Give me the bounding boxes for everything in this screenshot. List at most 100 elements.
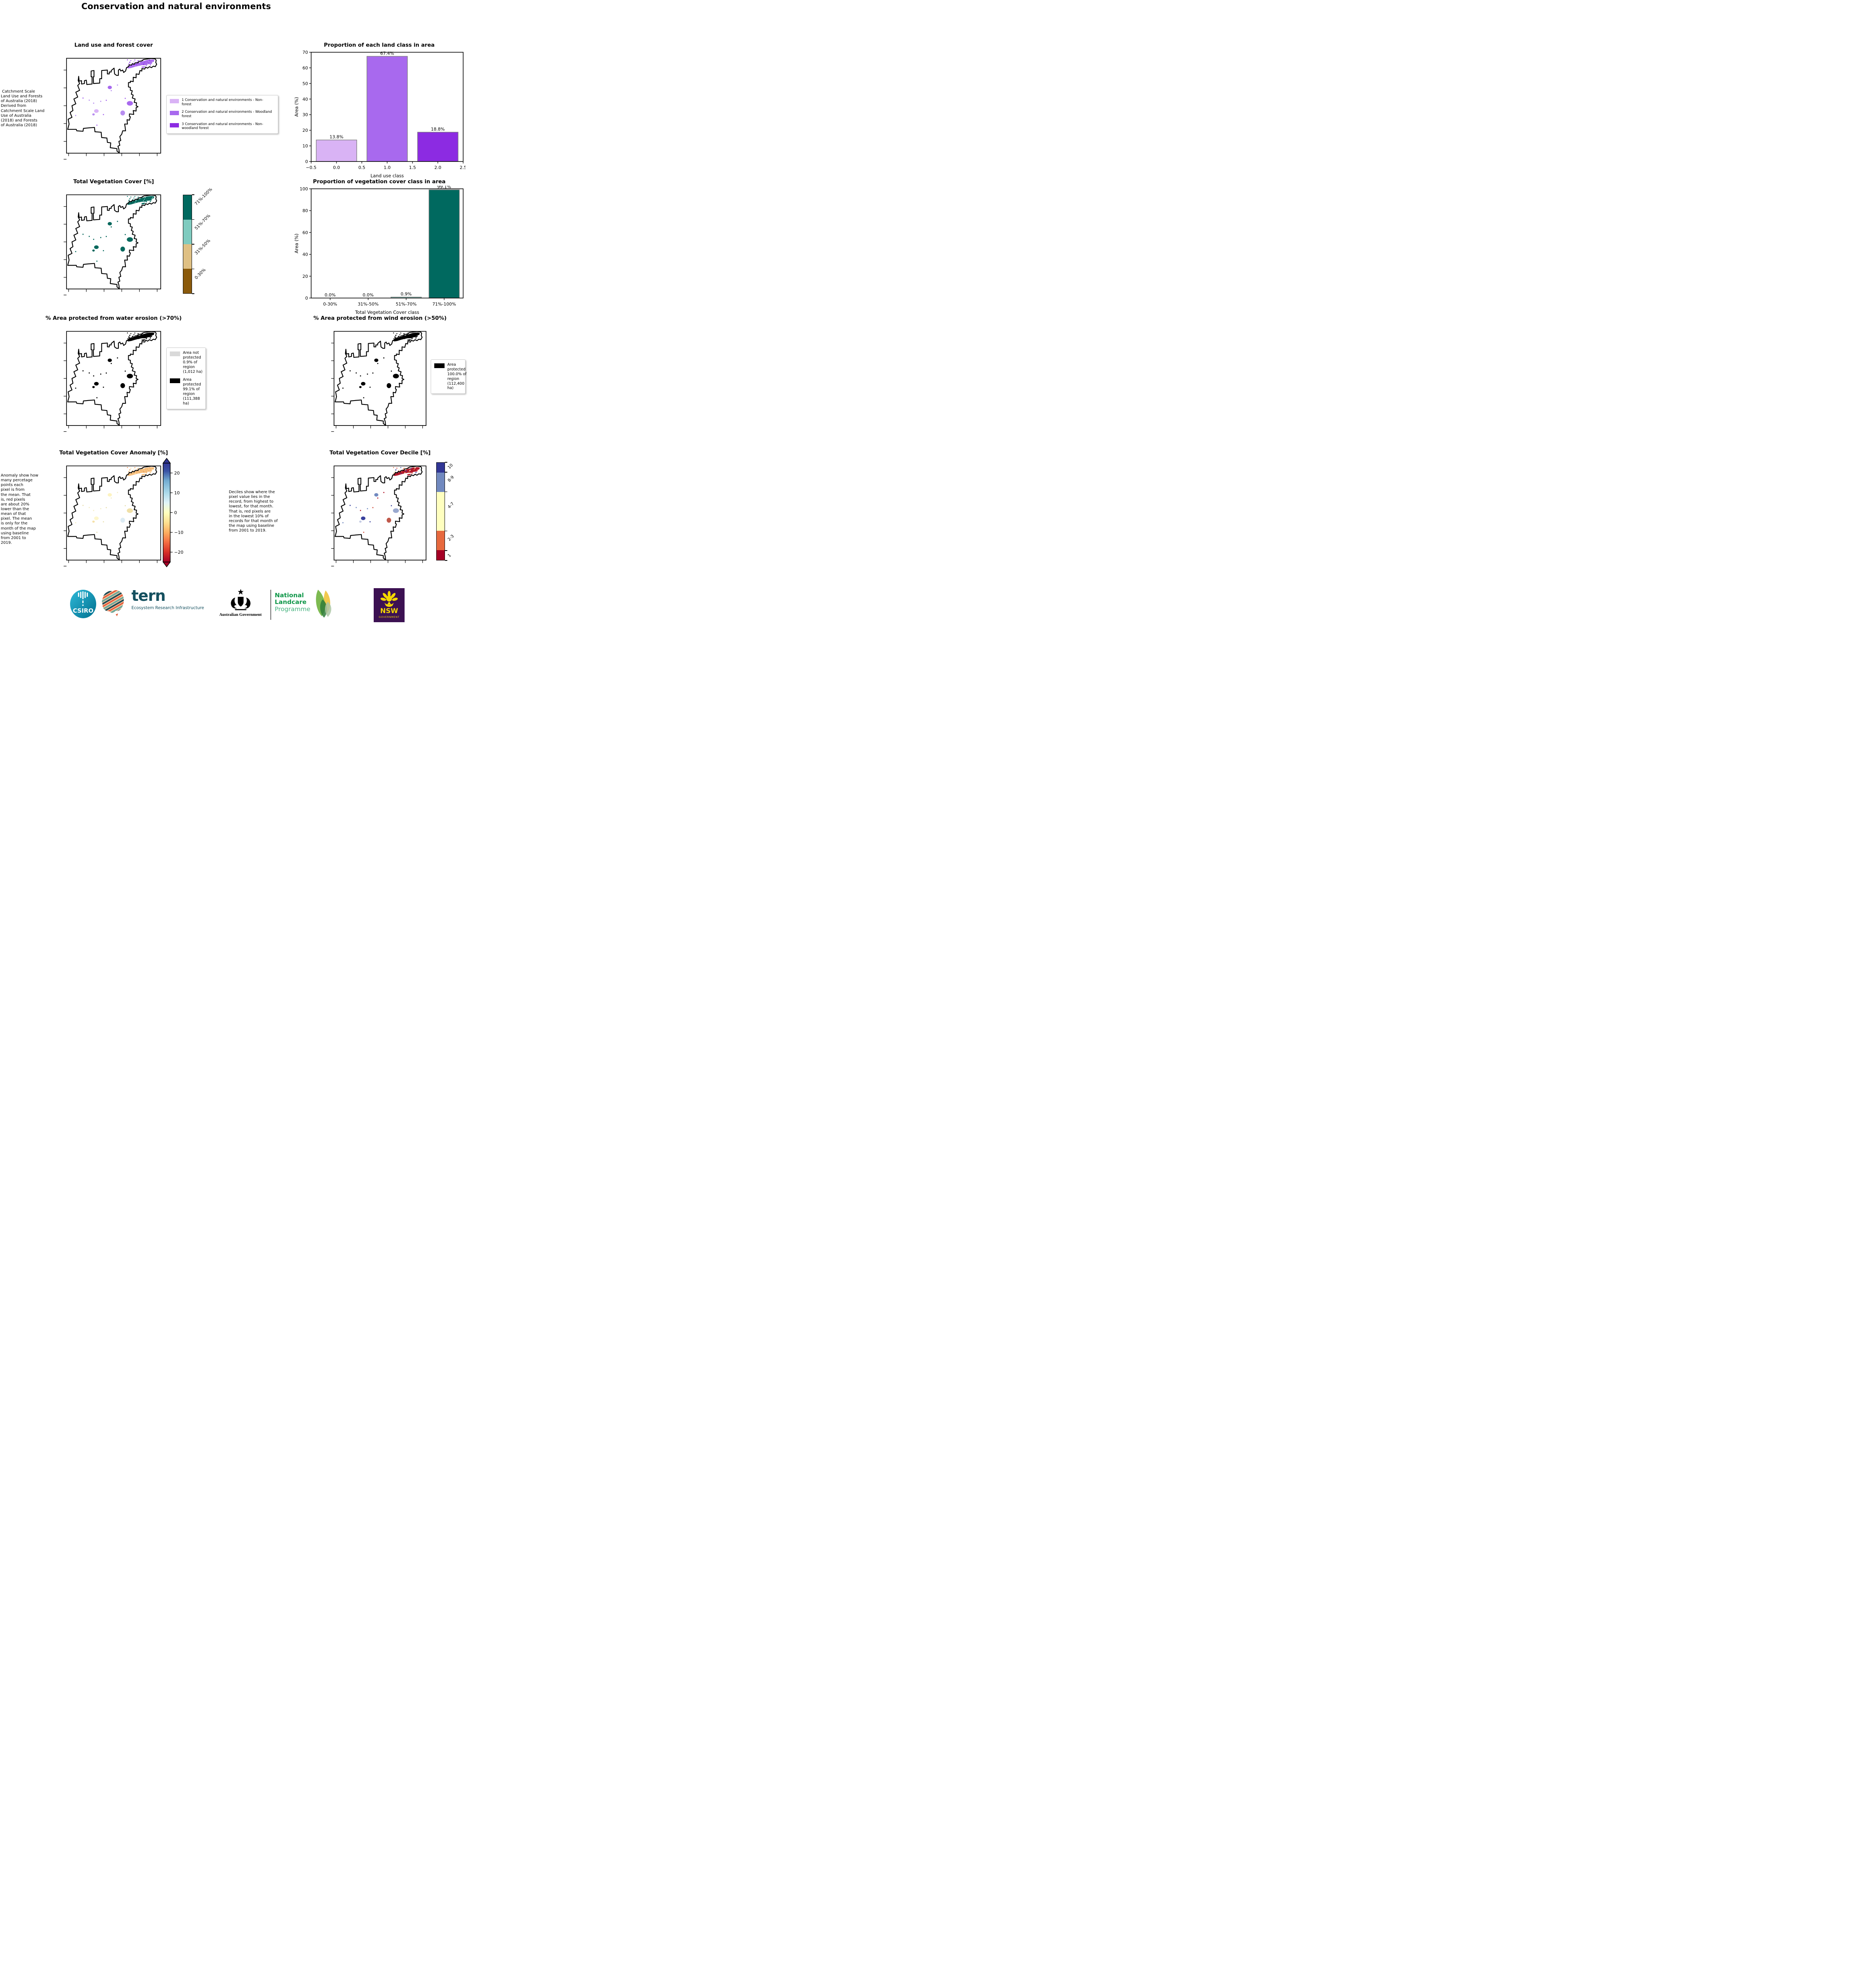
colorbar-label: 4-7 <box>447 501 455 510</box>
svg-text:0: 0 <box>305 159 308 164</box>
svg-text:1.0: 1.0 <box>384 165 391 170</box>
australian-government-logo: Australian Government <box>214 588 267 617</box>
tern-wordmark: tern <box>131 587 166 604</box>
svg-text:50: 50 <box>302 81 308 86</box>
svg-text:Area (%): Area (%) <box>294 97 299 117</box>
svg-text:−0.5: −0.5 <box>306 165 317 170</box>
svg-text:99.1%: 99.1% <box>437 186 451 189</box>
footer-divider <box>270 590 271 620</box>
nsw-government-label: GOVERNMENT <box>378 615 400 619</box>
decile-catchment-map <box>329 462 431 568</box>
legend-swatch <box>170 378 180 384</box>
svg-text:13.8%: 13.8% <box>330 135 344 140</box>
colorbar-label: 8-9 <box>447 475 455 483</box>
svg-text:0: 0 <box>174 510 177 515</box>
legend-item: 3 Conservation and natural environments … <box>170 122 275 131</box>
svg-text:0.0: 0.0 <box>333 165 340 170</box>
svg-text:0-30%: 0-30% <box>323 302 337 307</box>
anomaly-map-title: Total Vegetation Cover Anomaly [%] <box>59 450 168 456</box>
landclass-bar-chart: 13.8% 67.4% 18.8% −0.5 0.0 0.5 1.0 1.5 2.0… <box>294 50 466 179</box>
svg-text:67.4%: 67.4% <box>380 51 394 56</box>
legend-swatch <box>434 363 445 368</box>
wind-erosion-map <box>329 328 431 433</box>
anomaly-colorbar: 20 10 0 −10 −20 <box>162 458 183 568</box>
legend-item: 2 Conservation and natural environments … <box>170 110 275 118</box>
national-landcare-logo: National Landcare Programme <box>275 592 310 613</box>
colorbar-label: 0-30% <box>194 268 207 281</box>
svg-text:−20: −20 <box>174 550 183 555</box>
nsw-wordmark: NSW <box>380 607 398 615</box>
colorbar-segment <box>437 550 445 560</box>
svg-text:Total Vegetation Cover class: Total Vegetation Cover class <box>355 310 419 315</box>
colorbar-label: 1 <box>447 553 452 558</box>
vegclass-chart-title: Proportion of vegetation cover class in … <box>313 179 446 185</box>
colorbar-segment <box>437 492 445 531</box>
svg-text:60: 60 <box>302 230 308 235</box>
svg-text:0.5: 0.5 <box>358 165 365 170</box>
colorbar-segment <box>183 195 192 220</box>
csiro-logo: CSIRO <box>70 590 96 618</box>
nlp-line1: National <box>275 592 304 599</box>
svg-text:−10: −10 <box>174 530 183 535</box>
legend-swatch <box>170 123 179 127</box>
svg-text:CSIRO: CSIRO <box>73 607 93 614</box>
legend-label: Area protected 100.0% of region (112,400… <box>447 363 467 391</box>
svg-text:10: 10 <box>302 144 308 149</box>
colorbar-label: 51%-70% <box>194 213 211 231</box>
waratah-icon <box>380 591 398 607</box>
svg-text:70: 70 <box>302 50 308 55</box>
legend-item: Area protected 100.0% of region (112,400… <box>434 363 466 391</box>
wind-map-title: % Area protected from wind erosion (>50%… <box>313 315 447 321</box>
svg-text:20: 20 <box>174 471 180 476</box>
svg-text:40: 40 <box>302 252 308 257</box>
svg-text:1.5: 1.5 <box>409 165 416 170</box>
legend-swatch <box>170 99 179 103</box>
page-title: Conservation and natural environments <box>81 2 271 11</box>
colorbar-segment <box>437 472 445 492</box>
legend-label: 2 Conservation and natural environments … <box>182 110 272 118</box>
footer-logos: CSIRO tern Ecosystem Research Infrastruc… <box>0 588 469 625</box>
landuse-caption: Catchment Scale Land Use and Forests of … <box>1 89 45 127</box>
vegcover-catchment-map <box>61 191 166 296</box>
australian-government-label: Australian Government <box>219 613 262 617</box>
svg-text:Land use class: Land use class <box>371 173 404 179</box>
svg-text:71%-100%: 71%-100% <box>432 302 456 307</box>
landuse-map-title: Land use and forest cover <box>74 42 153 48</box>
svg-text:40: 40 <box>302 97 308 102</box>
wind-erosion-legend: Area protected 100.0% of region (112,400… <box>431 359 466 394</box>
svg-text:30: 30 <box>302 112 308 118</box>
colorbar-segment <box>437 463 445 473</box>
legend-item: Area not protected 0.9% of region (1,012… <box>170 351 202 374</box>
report-page: Conservation and natural environments La… <box>0 0 469 625</box>
tern-subtitle: Ecosystem Research Infrastructure <box>131 606 204 611</box>
svg-text:20: 20 <box>302 274 308 279</box>
colorbar-label: 2-3 <box>447 534 455 542</box>
svg-text:Area (%): Area (%) <box>294 234 299 253</box>
aboriginal-art-australia-icon <box>102 590 124 617</box>
vegcover-map-title: Total Vegetation Cover [%] <box>73 179 154 185</box>
colorbar-segment <box>183 220 192 244</box>
colorbar-segment <box>437 531 445 551</box>
svg-text:0: 0 <box>305 296 308 301</box>
anomaly-catchment-map <box>61 462 166 568</box>
svg-text:0.9%: 0.9% <box>401 292 412 297</box>
nsw-government-logo: NSW GOVERNMENT <box>374 588 405 622</box>
legend-label: 1 Conservation and natural environments … <box>182 98 263 106</box>
svg-text:18.8%: 18.8% <box>431 127 445 132</box>
water-erosion-legend: Area not protected 0.9% of region (1,012… <box>166 348 206 409</box>
landuse-legend: 1 Conservation and natural environments … <box>166 95 278 134</box>
legend-label: Area protected 99.1% of region (111,388 … <box>183 378 201 406</box>
svg-text:80: 80 <box>302 208 308 213</box>
tern-logo: tern Ecosystem Research Infrastructure <box>131 587 204 611</box>
legend-label: 3 Conservation and natural environments … <box>182 122 263 131</box>
colorbar-label: 31%-50% <box>194 238 211 256</box>
svg-text:20: 20 <box>302 128 308 133</box>
svg-text:2.0: 2.0 <box>434 165 441 170</box>
coat-of-arms-icon <box>230 589 251 610</box>
anomaly-caption: Anomaly show how many percetage points e… <box>1 473 38 545</box>
nlp-line3: Programme <box>275 605 311 613</box>
colorbar-segment <box>183 269 192 293</box>
svg-text:100: 100 <box>300 186 308 192</box>
svg-text:10: 10 <box>174 490 180 496</box>
svg-text:60: 60 <box>302 65 308 70</box>
